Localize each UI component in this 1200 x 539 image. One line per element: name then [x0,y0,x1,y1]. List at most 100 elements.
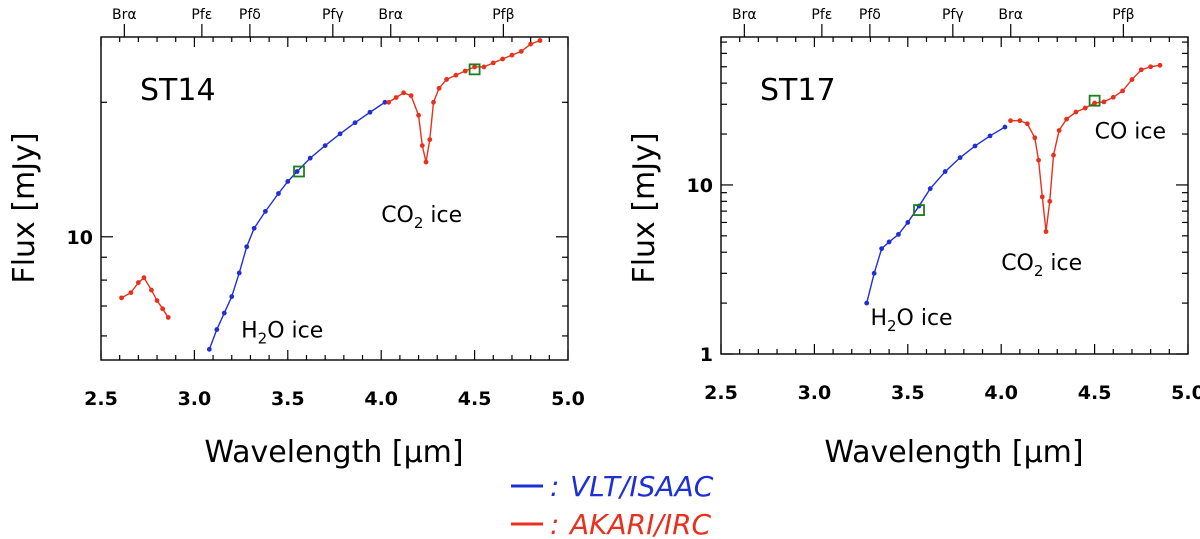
x-tick-label: 5.0 [1171,382,1200,404]
legend-separator: : [550,508,559,539]
panel-title: ST14 [140,73,216,108]
line-marker-label: Brα [112,7,137,23]
x-tick-label: 4.5 [458,388,492,410]
legend-separator: : [550,470,559,503]
data-point [408,93,414,99]
data-point [972,143,978,149]
data-point [864,300,870,306]
photometry-marker [468,63,481,76]
data-point [1036,157,1041,163]
data-point [431,99,436,105]
data-point [1056,128,1062,133]
line-marker-label: Pfδ [239,7,261,23]
data-point [382,99,388,105]
data-point [154,298,160,303]
data-point [896,231,901,237]
series-vlt-isaac [864,124,1008,306]
legend-item-akari: : AKARI/IRC [511,508,712,539]
plot-frame [720,36,1189,355]
data-point [128,290,134,296]
data-point [251,225,257,231]
data-point [1047,198,1053,204]
data-point [337,131,343,137]
data-point [244,244,250,250]
spectral-line-markers: Brα Pfε Pfδ Pfγ Brα Pfβ [112,7,515,37]
line-marker-label: Pfγ [322,7,344,23]
x-tick-label: 3.5 [271,388,305,410]
data-point [537,38,543,43]
data-point [927,186,933,192]
data-point [276,191,281,196]
data-point [436,85,442,91]
line-marker-label: Pfγ [942,7,964,23]
legend: : VLT/ISAAC : AKARI/IRC [511,470,714,539]
photometry-marker [913,204,925,216]
plot-frame [100,36,569,361]
data-point [427,137,433,143]
y-axis-title: Flux [mJy] [7,132,42,283]
x-tick-label: 3.0 [798,382,832,404]
line-marker-label: Pfδ [859,7,881,23]
series-group [864,62,1163,306]
data-point [1002,124,1008,130]
data-point [221,310,227,316]
series-line [866,126,1006,304]
data-point [416,112,421,118]
data-point [236,270,242,276]
data-point [119,295,124,301]
annotation: H2O ice [870,306,952,335]
chart-st17: 2.5 3.0 3.5 4.0 4.5 5.0 1 10 Brα Pfε Pfδ Pfγ Brα Pfβ… [627,7,1200,470]
line-marker-label: Brα [998,7,1023,23]
data-point [1043,229,1049,234]
data-point [462,68,468,74]
y-axis-title: Flux [mJy] [627,132,662,283]
data-point [135,280,141,285]
x-tick-label: 2.5 [84,388,118,410]
data-point [423,159,429,165]
tick-group: 2.5 3.0 3.5 4.0 4.5 5.0 10 [67,37,585,410]
x-tick-label: 5.0 [551,388,585,410]
data-point [352,120,358,126]
line-marker-label: Pfε [811,7,832,23]
series-line [121,276,169,318]
data-point [987,133,993,139]
data-point [285,179,291,184]
data-point [1039,194,1045,200]
data-point [1064,116,1069,122]
photometry-marker [1088,94,1101,107]
series-group [119,38,543,352]
data-point [1008,118,1013,124]
data-point [1157,62,1163,68]
series-akari-irc [119,38,543,320]
series-line [208,101,386,350]
data-point [294,169,300,174]
annotation: CO2 ice [381,203,462,232]
y-tick-label: 1 [700,344,713,366]
legend-label: AKARI/IRC [568,508,712,539]
data-point [481,64,487,70]
data-point [393,95,399,100]
line-marker-label: Pfβ [492,7,514,23]
data-point [472,64,477,70]
x-tick-label: 4.0 [364,388,398,410]
data-point [1017,118,1023,124]
annotation-group: H2O ice CO2 ice [241,203,462,348]
data-point [149,287,154,293]
y-tick-label: 10 [687,175,713,197]
line-marker-label: Pfβ [1112,7,1134,23]
annotation-group: H2O ice CO2 ice CO ice [870,120,1166,336]
data-point [1129,77,1135,82]
line-marker-label: Pfε [191,7,212,23]
spectral-line-markers: Brα Pfε Pfδ Pfγ Brα Pfβ [732,7,1135,37]
line-marker-label: Brα [378,7,403,23]
data-point [1120,88,1126,94]
data-point [509,52,515,58]
data-point [1073,109,1079,115]
x-tick-label: 3.5 [891,382,925,404]
data-point [1092,100,1097,106]
series-akari-irc [1008,62,1163,234]
data-point [528,41,534,47]
legend-item-vlt: : VLT/ISAAC [511,470,714,503]
series-line [388,39,541,163]
